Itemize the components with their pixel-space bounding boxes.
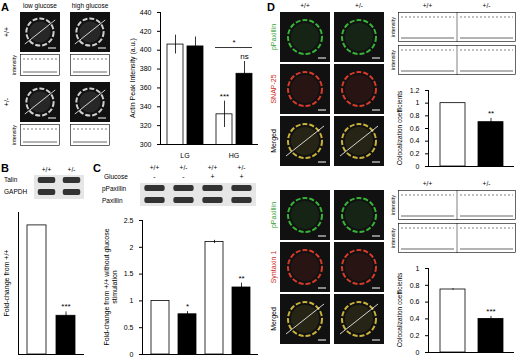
html-text:Actin Peak Intensity (a.u.): Actin Peak Intensity (a.u.): [129, 38, 137, 118]
svg-text:1.5: 1.5: [124, 270, 134, 277]
svg-text:0: 0: [416, 349, 420, 356]
html-text:Syntaxin 1: Syntaxin 1: [270, 250, 278, 284]
svg-text:***: ***: [486, 307, 495, 316]
svg-text:LG: LG: [180, 152, 189, 159]
svg-text:440: 440: [140, 9, 152, 16]
svg-text:1: 1: [416, 99, 420, 106]
svg-text:***: ***: [61, 302, 70, 311]
html-text:high glucose: high glucose: [71, 2, 109, 10]
html-text:intensity: intensity: [11, 54, 17, 76]
svg-text:ns: ns: [240, 52, 248, 61]
html-text:Merged: Merged: [270, 307, 278, 331]
svg-text:**: **: [238, 274, 244, 283]
html-text:intensity: intensity: [390, 49, 396, 71]
svg-text:0.4: 0.4: [410, 137, 420, 144]
svg-text:1: 1: [130, 297, 134, 304]
svg-text:340: 340: [140, 103, 152, 110]
svg-text:0.5: 0.5: [124, 324, 134, 331]
svg-text:***: ***: [220, 92, 229, 101]
svg-text:320: 320: [140, 122, 152, 129]
svg-text:*: *: [186, 302, 189, 311]
html-text:Glucose: Glucose: [104, 173, 128, 181]
svg-text:300: 300: [140, 141, 152, 148]
html-text:C: C: [93, 162, 101, 174]
svg-text:0: 0: [130, 351, 134, 358]
svg-text:**: **: [488, 109, 494, 118]
svg-text:1.2: 1.2: [410, 87, 420, 94]
html-text:Talin: Talin: [4, 176, 18, 184]
html-text:pPaxillin: pPaxillin: [102, 184, 127, 192]
html-text:low glucose: low glucose: [23, 2, 57, 10]
svg-text:380: 380: [140, 65, 152, 72]
html-text:intensity: intensity: [390, 194, 396, 216]
svg-text:0: 0: [416, 163, 420, 170]
html-text:intensity: intensity: [11, 124, 17, 146]
svg-text:0.2: 0.2: [410, 150, 420, 157]
html-text:B: B: [1, 162, 9, 174]
svg-text:0.6: 0.6: [410, 125, 420, 132]
html-text:GAPDH: GAPDH: [4, 188, 28, 196]
html-text:Colocalization coefficients: Colocalization coefficients: [396, 90, 404, 166]
svg-text:2: 2: [130, 244, 134, 251]
svg-text:*: *: [232, 38, 235, 47]
html-text:intensity: intensity: [390, 227, 396, 249]
html-text:A: A: [1, 1, 9, 13]
svg-text:0.8: 0.8: [410, 282, 420, 289]
html-text:Fold-change from +/+ without g: Fold-change from +/+ without glucose sti…: [103, 228, 118, 346]
html-text:Colocalization coefficients: Colocalization coefficients: [396, 272, 404, 348]
html-text:Paxillin: Paxillin: [102, 196, 123, 204]
svg-text:0.4: 0.4: [410, 315, 420, 322]
svg-text:2.5: 2.5: [124, 217, 134, 224]
svg-text:0.8: 0.8: [410, 112, 420, 119]
svg-text:400: 400: [140, 46, 152, 53]
html-text:SNAP-25: SNAP-25: [270, 74, 278, 104]
svg-text:0.6: 0.6: [410, 298, 420, 305]
html-text:intensity: intensity: [390, 16, 396, 38]
svg-text:HG: HG: [229, 152, 240, 159]
svg-text:0.2: 0.2: [410, 332, 420, 339]
svg-text:420: 420: [140, 28, 152, 35]
html-text:D: D: [267, 1, 275, 13]
svg-text:1: 1: [416, 265, 420, 272]
html-text:Merged: Merged: [270, 129, 278, 153]
html-text:pPaxillin: pPaxillin: [270, 24, 278, 50]
svg-text:360: 360: [140, 84, 152, 91]
html-text:pPaxillin: pPaxillin: [270, 202, 278, 228]
html-text:Fold-change from +/+: Fold-change from +/+: [3, 249, 11, 317]
